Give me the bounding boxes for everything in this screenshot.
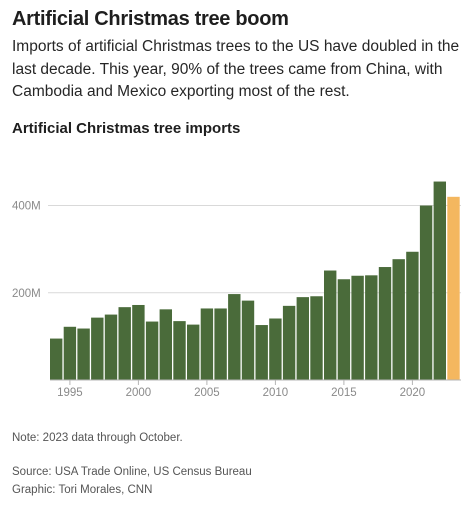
y-tick-label: 400M [12,201,41,213]
x-tick-label: 2005 [194,387,220,399]
chart-note: Note: 2023 data through October. [12,432,183,444]
bar-2015 [337,279,351,380]
bar-2018 [378,267,392,380]
bar-2003 [173,321,186,380]
bar-2020 [406,251,419,380]
bar-2009 [255,325,268,380]
page-title: Artificial Christmas tree boom [12,8,289,30]
graphic-credit: Graphic: Tori Morales, CNN [12,484,153,496]
x-tick-label: 2010 [263,387,289,399]
bar-2014 [324,270,337,380]
bar-2004 [187,324,200,380]
bar-2001 [145,321,159,380]
bar-2013 [310,296,323,380]
bar-1999 [118,307,131,380]
bar-1997 [91,317,104,380]
grid-lines [48,205,461,294]
bar-2022 [433,181,446,380]
bar-chart: 200M 400M 1995 2000 2005 2010 2015 2020 [12,181,461,399]
page-subtitle: Imports of artificial Christmas trees to… [12,38,460,100]
chart-title: Artificial Christmas tree imports [12,120,241,137]
bar-2002 [159,309,172,380]
bar-1994 [50,338,63,380]
x-axis-ticks: 1995 2000 2005 2010 2015 2020 [57,380,425,399]
bar-2008 [241,300,255,380]
bar-2019 [392,259,405,380]
source-credit: Source: USA Trade Online, US Census Bure… [12,466,252,478]
bar-2016 [351,275,364,380]
bar-2007 [228,294,241,380]
x-tick-label: 2020 [400,387,426,399]
bar-2012 [296,297,309,380]
bar-2021 [419,205,433,380]
y-axis-ticks: 200M 400M [12,201,41,300]
bar-2023 [447,196,460,380]
bar-2000 [132,304,145,380]
bar-1996 [77,328,90,380]
bar-2006 [214,308,227,380]
bar-2017 [365,275,378,380]
bars [50,181,460,380]
bar-2010 [269,318,282,380]
x-tick-label: 2015 [331,387,357,399]
bar-1995 [63,326,77,380]
bar-1998 [104,314,118,380]
y-tick-label: 200M [12,288,41,300]
x-tick-label: 2000 [126,387,152,399]
bar-2011 [282,305,296,380]
bar-2005 [200,308,214,380]
x-tick-label: 1995 [57,387,83,399]
